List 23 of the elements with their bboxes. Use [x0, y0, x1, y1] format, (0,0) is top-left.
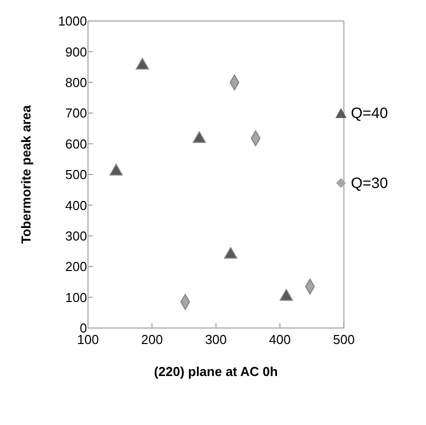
y-tick-label: 700 — [65, 106, 87, 121]
legend-label: Q=40 — [350, 104, 388, 122]
y-tick-label: 900 — [65, 44, 87, 60]
y-axis-title: Tobermorite peak area — [18, 104, 34, 244]
x-tick-label: 300 — [205, 332, 227, 348]
y-tick-label: 800 — [65, 75, 87, 90]
y-tick-label: 400 — [65, 198, 87, 213]
legend-label: Q=30 — [350, 174, 388, 192]
point — [110, 164, 123, 176]
y-tick-label: 300 — [65, 228, 87, 244]
point — [280, 289, 293, 301]
y-tick-label: 500 — [65, 167, 87, 182]
point — [192, 131, 206, 143]
y-tick-label: 200 — [65, 259, 87, 274]
x-axis-title: (220) plane at AC 0h — [154, 364, 278, 379]
x-tick-label: 400 — [269, 332, 291, 348]
x-tick-label: 500 — [333, 332, 355, 348]
point — [136, 58, 149, 70]
y-tick-label: 600 — [65, 136, 87, 152]
y-tick-label: 100 — [65, 290, 87, 305]
x-tick-label: 200 — [141, 332, 163, 348]
point — [224, 247, 238, 259]
y-tick-label: 1000 — [58, 14, 87, 29]
